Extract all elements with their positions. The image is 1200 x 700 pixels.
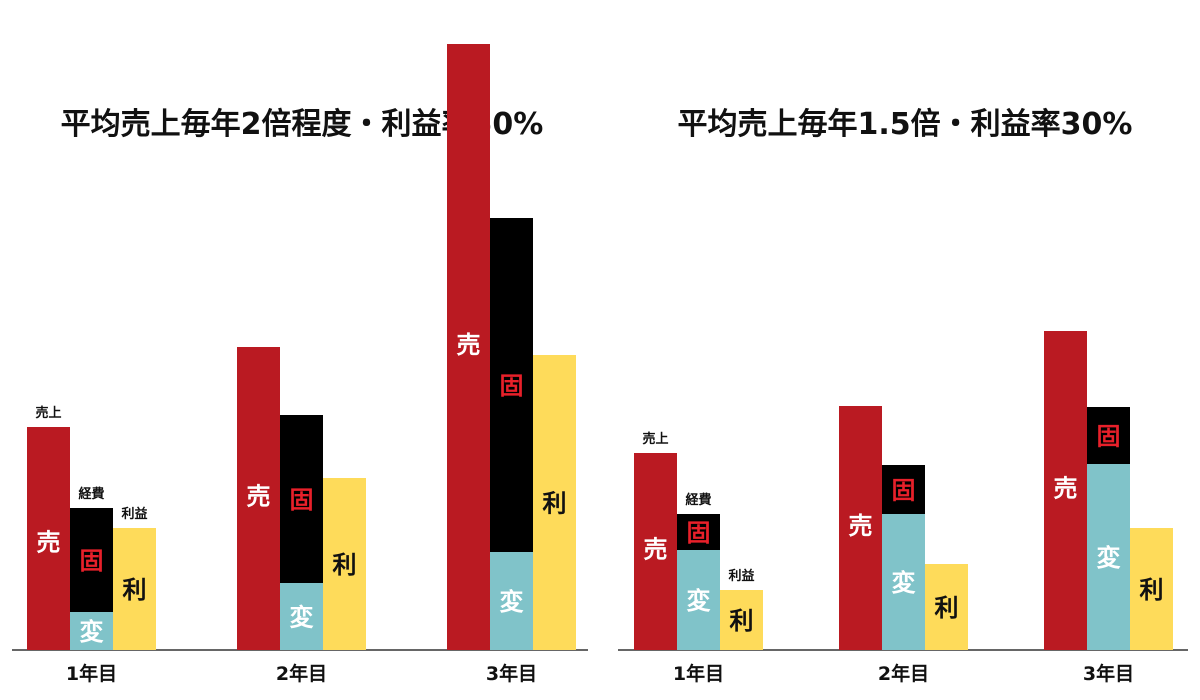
bar-sales-1 <box>27 427 70 650</box>
bar-label-sales: 売 <box>849 512 873 540</box>
bar-profit-1 <box>113 528 156 650</box>
x-tick-label: 2年目 <box>878 662 929 685</box>
bar-variable-cost-3 <box>1087 464 1130 650</box>
bar-label-profit: 利 <box>1140 576 1164 604</box>
bar-variable-cost-1 <box>70 612 113 650</box>
series-label-cost: 経費 <box>685 492 711 508</box>
bar-profit-2 <box>323 478 366 650</box>
bar-fixed-cost-3 <box>1087 407 1130 464</box>
bar-label-sales: 売 <box>37 529 61 557</box>
bar-profit-2 <box>925 564 968 650</box>
bar-profit-1 <box>720 590 763 650</box>
series-label-sales: 売上 <box>642 431 668 447</box>
bar-fixed-cost-1 <box>70 508 113 612</box>
bar-label-fixed: 固 <box>500 372 524 400</box>
x-tick-label: 2年目 <box>276 662 327 685</box>
chart-title: 平均売上毎年1.5倍・利益率30% <box>678 107 1133 142</box>
bar-label-profit: 利 <box>730 607 754 635</box>
bar-variable-cost-2 <box>882 514 925 650</box>
bar-sales-1 <box>634 453 677 650</box>
bar-label-fixed: 固 <box>290 486 314 514</box>
bar-label-variable: 変 <box>1097 544 1121 572</box>
bar-label-sales: 売 <box>457 331 481 359</box>
bar-label-variable: 変 <box>687 587 711 615</box>
bar-sales-2 <box>839 406 882 650</box>
bar-label-fixed: 固 <box>1097 423 1121 451</box>
bar-sales-3 <box>447 44 490 650</box>
bar-fixed-cost-2 <box>882 465 925 514</box>
bar-label-variable: 変 <box>290 604 314 632</box>
bar-label-profit: 利 <box>935 594 959 622</box>
bar-label-fixed: 固 <box>80 547 104 575</box>
x-tick-label: 1年目 <box>673 662 724 685</box>
x-tick-label: 1年目 <box>66 662 117 685</box>
bar-variable-cost-1 <box>677 550 720 650</box>
bar-label-variable: 変 <box>80 618 104 646</box>
bar-label-fixed: 固 <box>892 477 916 505</box>
bar-fixed-cost-1 <box>677 514 720 550</box>
bar-label-variable: 変 <box>892 569 916 597</box>
bar-label-sales: 売 <box>247 483 271 511</box>
bar-label-sales: 売 <box>1054 475 1078 503</box>
series-label-cost: 経費 <box>78 486 104 502</box>
bar-profit-3 <box>1130 528 1173 650</box>
series-label-profit: 利益 <box>121 506 147 522</box>
bar-sales-2 <box>237 347 280 650</box>
bar-label-profit: 利 <box>123 576 147 604</box>
bar-profit-3 <box>533 355 576 650</box>
series-label-sales: 売上 <box>35 405 61 421</box>
series-label-profit: 利益 <box>728 568 754 584</box>
bar-variable-cost-2 <box>280 583 323 650</box>
bar-label-sales: 売 <box>644 536 668 564</box>
x-tick-label: 3年目 <box>486 662 537 685</box>
bar-fixed-cost-3 <box>490 218 533 552</box>
bar-label-profit: 利 <box>333 551 357 579</box>
bar-label-variable: 変 <box>500 588 524 616</box>
bar-fixed-cost-2 <box>280 415 323 583</box>
bar-label-fixed: 固 <box>687 519 711 547</box>
x-tick-label: 3年目 <box>1083 662 1134 685</box>
bar-variable-cost-3 <box>490 552 533 650</box>
bar-label-profit: 利 <box>543 490 567 518</box>
bar-sales-3 <box>1044 331 1087 650</box>
